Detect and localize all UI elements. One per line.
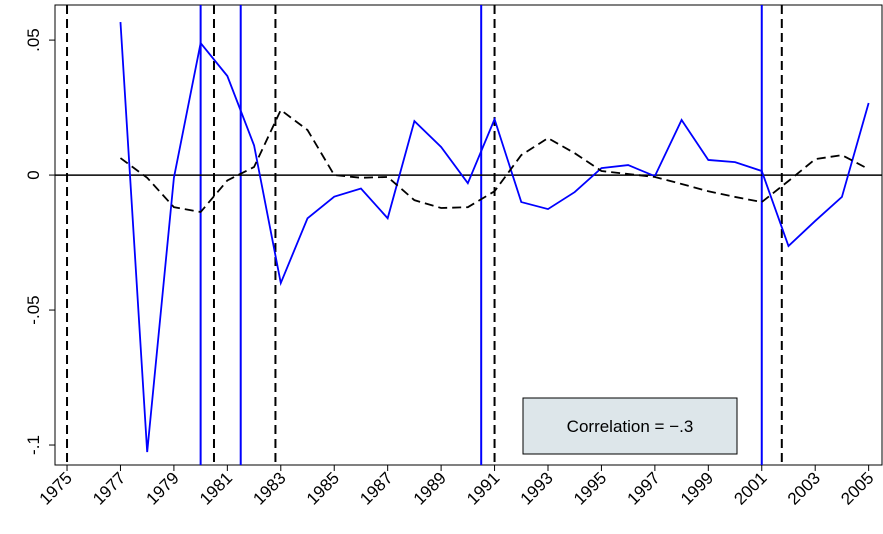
- x-tick-label: 1993: [517, 468, 557, 508]
- y-tick-label: 0: [24, 170, 43, 179]
- x-tick-label: 1999: [677, 468, 717, 508]
- x-tick-label: 1987: [356, 468, 396, 508]
- annotation-box: [522, 397, 738, 455]
- y-tick-label: -.1: [24, 435, 43, 455]
- y-tick-label: -.05: [24, 295, 43, 324]
- x-tick-label: 1975: [36, 468, 76, 508]
- x-tick-label: 2001: [730, 468, 770, 508]
- x-tick-label: 1991: [463, 468, 503, 508]
- x-tick-label: 1989: [410, 468, 450, 508]
- x-tick-label: 1977: [89, 468, 129, 508]
- data-line: [119, 108, 870, 214]
- data-line: [119, 21, 870, 453]
- annotation: Correlation = −.3: [567, 417, 694, 436]
- x-tick-label: 2005: [837, 468, 877, 508]
- x-tick-label: 1997: [624, 468, 664, 508]
- plot-frame: [54, 4, 883, 466]
- x-tick-label: 1985: [303, 468, 343, 508]
- x-tick-label: 1981: [196, 468, 236, 508]
- x-tick-label: 1979: [143, 468, 183, 508]
- x-tick-label: 1995: [570, 468, 610, 508]
- x-tick-label: 2003: [784, 468, 824, 508]
- x-tick-label: 1983: [249, 468, 289, 508]
- y-tick-label: .05: [24, 28, 43, 52]
